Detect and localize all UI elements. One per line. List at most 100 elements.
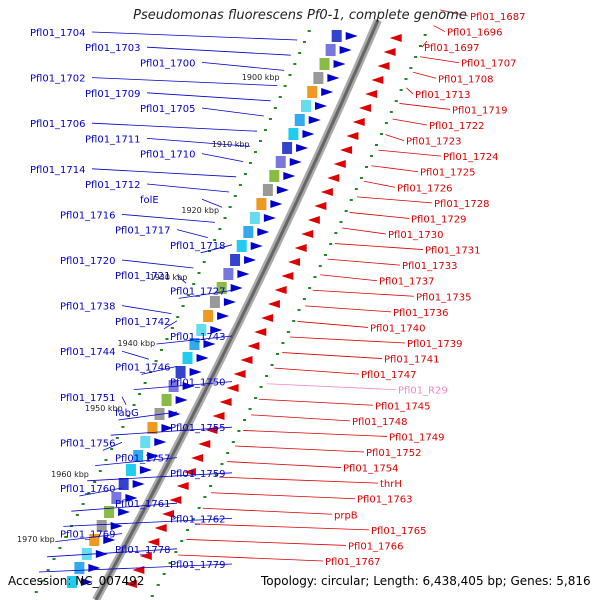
minus-strand-arrow <box>289 158 302 166</box>
gene-block <box>331 30 342 42</box>
minus-strand-arrow <box>189 368 202 376</box>
leader-line-plus <box>399 103 451 110</box>
tick-dot <box>81 503 85 505</box>
gene-label-plus: Pfl01_1752 <box>366 448 422 459</box>
gene-block <box>223 268 234 280</box>
gene-label-minus: Pfl01_1727 <box>170 286 226 297</box>
leader-line-minus <box>121 305 172 314</box>
minus-strand-arrow <box>203 340 216 348</box>
minus-strand-arrow <box>230 284 243 292</box>
gene-label-minus: Pfl01_1705 <box>140 104 196 115</box>
gene-label-plus: Pfl01_1733 <box>402 261 458 272</box>
map-title: Pseudomonas fluorescens Pf0-1, complete … <box>133 8 467 23</box>
plus-strand-arrow <box>132 566 145 574</box>
plus-strand-arrow <box>383 48 396 56</box>
gene-label-minus: Pfl01_1704 <box>30 28 86 39</box>
tick-dot <box>404 78 408 80</box>
gene-label-minus: fabG <box>115 408 139 419</box>
plus-strand-arrow <box>162 510 175 518</box>
gene-block <box>161 394 172 406</box>
minus-strand-arrow <box>223 298 236 306</box>
gene-block <box>104 506 115 518</box>
minus-strand-arrow <box>321 88 334 96</box>
gene-label-minus: Pfl01_1716 <box>60 210 116 221</box>
minus-strand-arrow <box>237 270 250 278</box>
gene-label-plus: Pfl01_1736 <box>393 308 449 319</box>
minus-strand-arrow <box>118 508 131 516</box>
kbp-label: 1940 kbp <box>117 339 155 348</box>
minus-strand-arrow <box>132 480 145 488</box>
tick-dot <box>64 536 68 538</box>
leader-line-plus <box>433 25 446 32</box>
gene-label-plus: Pfl01_1707 <box>461 59 517 70</box>
tick-dot <box>370 155 374 157</box>
tick-dot <box>409 67 413 69</box>
tick-dot <box>115 437 119 439</box>
tick-dot <box>283 85 287 87</box>
tick-dot <box>197 272 201 274</box>
tick-dot <box>308 287 312 289</box>
gene-label-plus: Pfl01_1766 <box>348 541 404 552</box>
tick-dot <box>52 558 56 560</box>
leader-lines <box>38 9 469 573</box>
leader-line-plus <box>289 336 406 344</box>
gene-label-minus: Pfl01_1759 <box>170 469 226 480</box>
tick-dot <box>273 107 277 109</box>
tick-dot <box>329 243 333 245</box>
gene-label-minus: Pfl01_1702 <box>30 74 86 85</box>
leader-line-plus <box>251 414 351 422</box>
gene-label-minus: Pfl01_1769 <box>60 530 116 541</box>
gene-label-minus: Pfl01_1762 <box>170 514 226 525</box>
gene-label-minus: Pfl01_1714 <box>30 165 86 176</box>
minus-strand-arrow <box>154 438 167 446</box>
minus-strand-arrow <box>339 46 352 54</box>
plus-strand-arrow <box>274 286 287 294</box>
plus-strand-arrow <box>346 132 359 140</box>
gene-label-plus: Pfl01_1725 <box>420 168 476 179</box>
tick-dot <box>423 34 427 36</box>
tick-dot <box>197 507 201 509</box>
tick-dot <box>254 151 258 153</box>
gene-features <box>66 30 402 588</box>
gene-block <box>189 338 200 350</box>
plus-strand-arrow <box>288 258 301 266</box>
leader-line-minus <box>121 396 127 405</box>
leader-line-minus <box>141 366 178 375</box>
kbp-label: 1900 kbp <box>242 73 280 82</box>
leader-line-plus <box>266 383 397 391</box>
tick-dot <box>375 144 378 146</box>
gene-label-minus: Pfl01_1711 <box>85 134 141 145</box>
tick-dot <box>75 514 79 516</box>
tick-dot <box>40 580 44 582</box>
tick-dot <box>143 382 147 384</box>
leader-line-plus <box>186 539 347 546</box>
gene-label-plus: Pfl01_1747 <box>361 370 417 381</box>
gene-label-plus: Pfl01_1696 <box>447 28 503 39</box>
plus-strand-arrow <box>191 454 204 462</box>
leader-line-minus <box>121 350 150 360</box>
plus-strand-arrow <box>327 174 340 182</box>
leader-line-minus <box>121 259 194 269</box>
gene-label-plus: Pfl01_1763 <box>357 495 413 506</box>
leader-line-plus <box>356 196 433 204</box>
leader-line-plus <box>194 523 370 531</box>
leader-line-minus <box>55 533 123 542</box>
leader-line-minus <box>38 563 233 573</box>
leader-line-minus <box>146 46 291 56</box>
gene-block <box>325 44 336 56</box>
gene-label-plus: Pfl01_1741 <box>384 355 440 366</box>
gene-block <box>275 156 286 168</box>
plus-strand-arrow <box>281 272 294 280</box>
plus-strand-arrow <box>240 356 253 364</box>
plus-strand-arrow <box>154 524 167 532</box>
leader-line-plus <box>210 492 356 500</box>
tick-dot <box>213 239 217 241</box>
tick-dot <box>34 591 38 593</box>
gene-block <box>209 296 220 308</box>
minus-strand-arrow <box>147 452 160 460</box>
leader-line-minus <box>201 107 264 117</box>
tick-dot <box>359 177 363 179</box>
gene-label-minus: Pfl01_1738 <box>60 302 116 313</box>
tick-dot <box>292 320 296 322</box>
kbp-label: 1920 kbp <box>181 206 219 215</box>
